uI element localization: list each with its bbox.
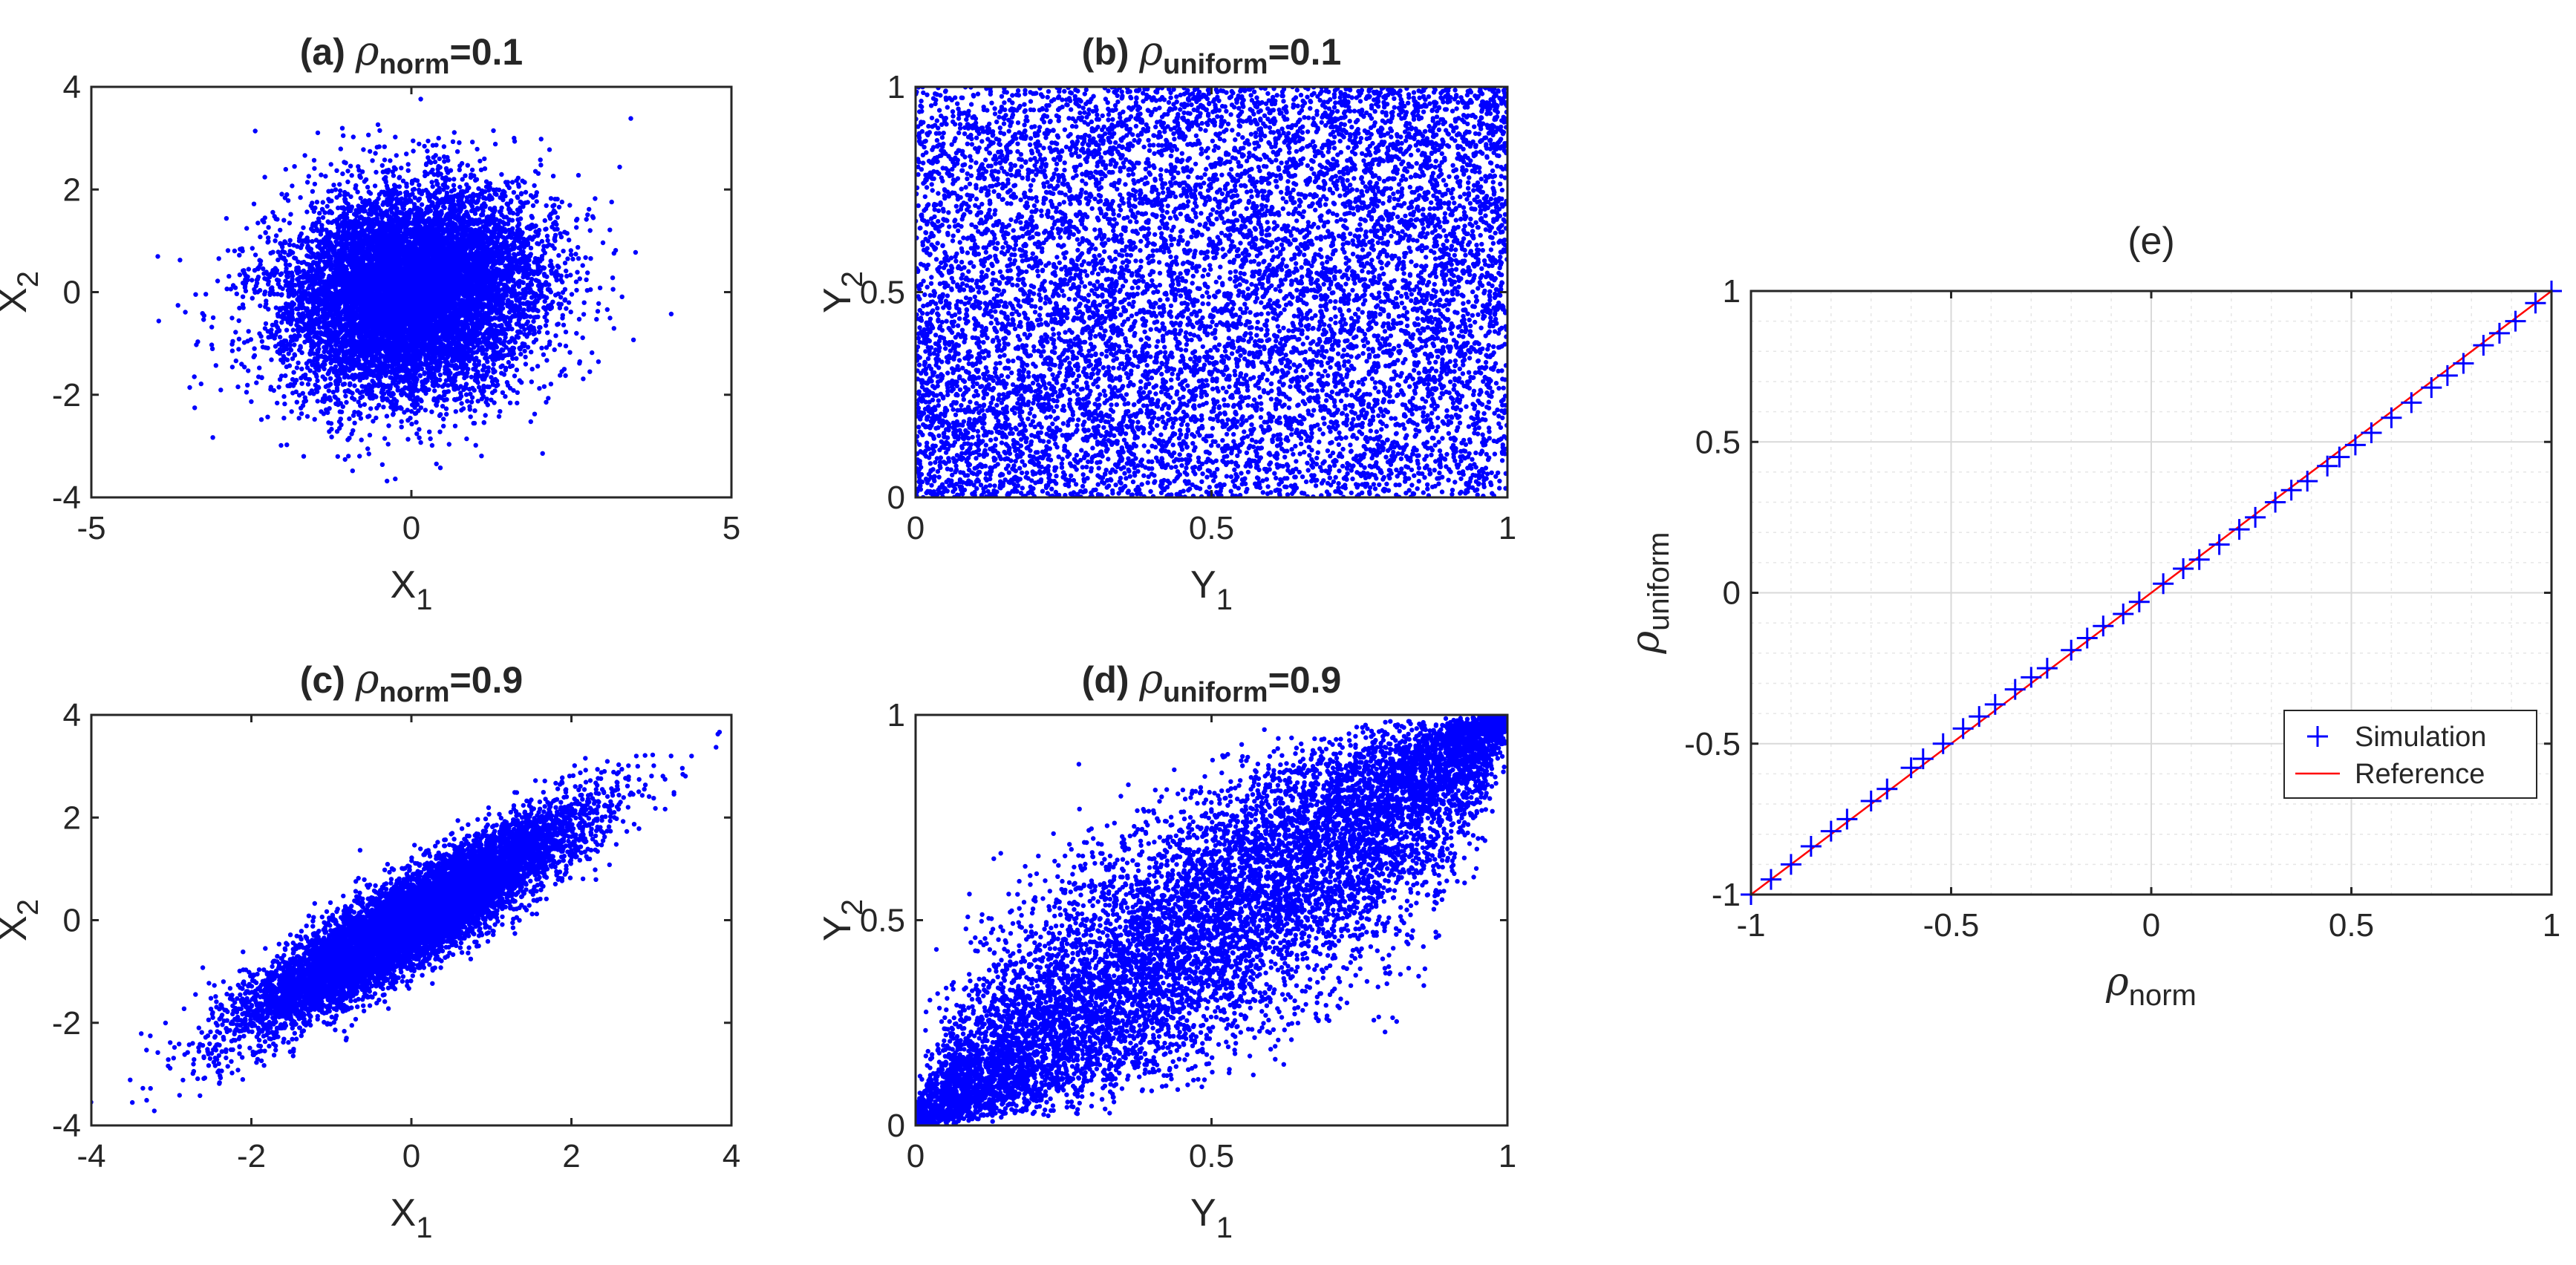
x-axis-label: Y1	[1190, 1192, 1233, 1244]
y-tick-label: 0	[63, 903, 81, 939]
x-tick-label: -1	[1736, 907, 1765, 944]
y-tick-label: -2	[52, 377, 81, 414]
y-tick-label: 1	[887, 697, 905, 733]
y-tick-label: 0	[887, 480, 905, 516]
x-tick-label: -5	[76, 510, 105, 546]
y-tick-label: 0	[63, 275, 81, 311]
y-axis-label: X2	[0, 271, 45, 313]
x-tick-label: 0	[402, 1138, 420, 1174]
y-tick-label: -4	[52, 1108, 81, 1144]
x-tick-label: 0.5	[1189, 510, 1234, 546]
y-tick-label: -2	[52, 1005, 81, 1042]
legend-label-reference: Reference	[2355, 759, 2485, 790]
panel-title: (e)	[2127, 220, 2175, 263]
panel-title: (c) ρnorm=0.9	[300, 656, 523, 708]
x-tick-label: -2	[237, 1138, 266, 1174]
y-tick-label: -1	[1712, 877, 1741, 913]
x-tick-label: 0.5	[2329, 907, 2374, 944]
x-tick-label: 1	[2543, 907, 2560, 944]
legend-label-simulation: Simulation	[2355, 722, 2486, 753]
x-axis-label: X1	[391, 1192, 433, 1244]
panel-c: -4 -2 0 2 4 -4 -2 0 2 4 (c) ρnorm=0.9 X1 X2	[0, 656, 740, 1244]
panel-title: (d) ρuniform=0.9	[1082, 656, 1342, 708]
y-tick-label: 1	[887, 69, 905, 105]
x-tick-label: 1	[1499, 1138, 1516, 1174]
x-tick-label: 4	[723, 1138, 740, 1174]
y-tick-label: -4	[52, 480, 81, 516]
y-axis-label: ρuniform	[1623, 532, 1675, 655]
y-axis-label: X2	[0, 899, 45, 941]
x-axis-label: ρnorm	[2105, 960, 2197, 1012]
y-tick-label: 0	[1723, 575, 1741, 612]
y-tick-label: 1	[1723, 273, 1741, 310]
x-axis-label: Y1	[1190, 563, 1233, 616]
x-tick-label: 1	[1499, 510, 1516, 546]
panel-title: (a) ρnorm=0.1	[300, 27, 523, 80]
x-tick-label: 2	[562, 1138, 580, 1174]
y-tick-label: 4	[63, 697, 81, 733]
x-tick-label: 0	[2142, 907, 2160, 944]
x-axis-label: X1	[391, 563, 433, 616]
y-tick-label: -0.5	[1684, 726, 1741, 762]
x-tick-label: 0	[402, 510, 420, 546]
y-tick-label: 0.5	[1695, 424, 1741, 460]
x-tick-label: 0	[907, 1138, 925, 1174]
y-tick-label: 2	[63, 800, 81, 836]
x-tick-label: 0	[907, 510, 925, 546]
legend: Simulation Reference	[2284, 710, 2537, 798]
panel-e: -1 -0.5 0 0.5 1 -1 -0.5 0 0.5 1 (e) ρnorm ρuniform Si…	[1623, 220, 2562, 1012]
panel-a: -5 0 5 -4 -2 0 2 4 (a) ρnorm=0.1 X1 X2	[0, 27, 740, 616]
x-tick-label: 5	[723, 510, 740, 546]
y-tick-label: 4	[63, 69, 81, 105]
panel-title: (b) ρuniform=0.1	[1082, 27, 1342, 80]
y-tick-label: 0	[887, 1108, 905, 1144]
x-tick-label: -4	[76, 1138, 105, 1174]
y-tick-label: 2	[63, 171, 81, 208]
x-tick-label: 0.5	[1189, 1138, 1234, 1174]
x-tick-label: -0.5	[1923, 907, 1980, 944]
